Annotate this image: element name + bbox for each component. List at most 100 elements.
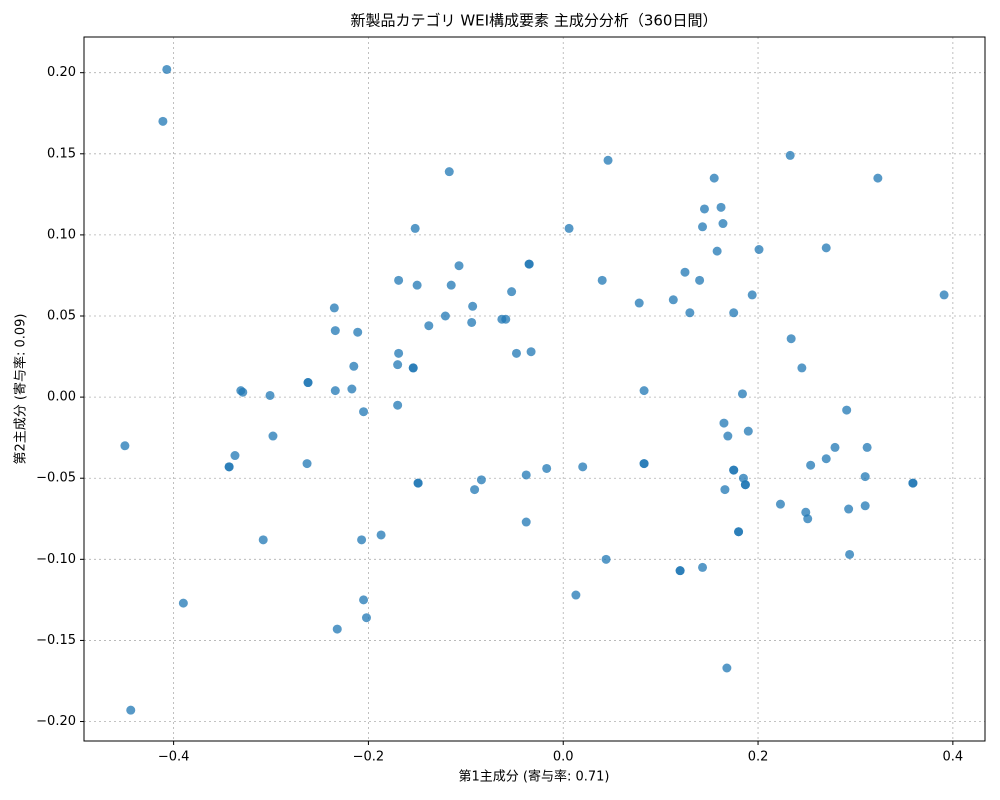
x-tick-label: −0.4 bbox=[158, 750, 190, 765]
point bbox=[740, 480, 750, 490]
point bbox=[797, 363, 807, 373]
point bbox=[376, 530, 386, 540]
point bbox=[413, 478, 423, 488]
y-tick-label: 0.00 bbox=[47, 390, 76, 405]
y-tick-label: −0.20 bbox=[36, 714, 76, 729]
point bbox=[723, 431, 733, 441]
point bbox=[729, 465, 739, 475]
y-tick-label: −0.10 bbox=[36, 552, 76, 567]
point bbox=[719, 418, 729, 428]
point bbox=[524, 259, 534, 269]
point bbox=[720, 485, 730, 495]
point bbox=[526, 347, 536, 357]
x-tick-label: −0.2 bbox=[353, 750, 385, 765]
point bbox=[908, 478, 918, 488]
point bbox=[737, 389, 747, 399]
point bbox=[230, 451, 240, 461]
plot-frame bbox=[83, 36, 986, 742]
point bbox=[330, 326, 340, 336]
point bbox=[716, 202, 726, 212]
point bbox=[359, 407, 369, 417]
point bbox=[806, 460, 816, 470]
point bbox=[675, 566, 685, 576]
point bbox=[162, 64, 172, 74]
point bbox=[578, 462, 588, 472]
point bbox=[785, 150, 795, 160]
point bbox=[668, 295, 678, 305]
point bbox=[329, 303, 339, 313]
point bbox=[786, 334, 796, 344]
point bbox=[775, 499, 785, 509]
point bbox=[120, 441, 130, 451]
chart-title: 新製品カテゴリ WEI構成要素 主成分分析（360日間） bbox=[351, 12, 718, 30]
point bbox=[747, 290, 757, 300]
point bbox=[412, 280, 422, 290]
point bbox=[680, 267, 690, 277]
y-tick-label: 0.05 bbox=[47, 309, 76, 324]
point bbox=[353, 327, 363, 337]
point bbox=[268, 431, 278, 441]
point bbox=[862, 442, 872, 452]
point bbox=[571, 590, 581, 600]
point bbox=[424, 321, 434, 331]
point bbox=[712, 246, 722, 256]
point bbox=[873, 173, 883, 183]
point bbox=[603, 155, 613, 165]
point bbox=[265, 390, 275, 400]
point bbox=[639, 459, 649, 469]
point bbox=[860, 472, 870, 482]
point bbox=[158, 116, 168, 126]
point bbox=[639, 386, 649, 396]
point bbox=[803, 514, 813, 524]
point bbox=[410, 223, 420, 233]
point bbox=[393, 360, 403, 370]
point bbox=[126, 705, 136, 715]
x-tick-label: 0.4 bbox=[943, 750, 964, 765]
point bbox=[698, 562, 708, 572]
point bbox=[601, 554, 611, 564]
y-tick-label: 0.10 bbox=[47, 227, 76, 242]
y-tick-label: −0.05 bbox=[36, 471, 76, 486]
point bbox=[467, 317, 477, 327]
x-axis-label: 第1主成分 (寄与率: 0.71) bbox=[458, 769, 609, 785]
y-tick-label: 0.15 bbox=[47, 146, 76, 161]
point bbox=[444, 167, 454, 177]
point bbox=[303, 378, 313, 388]
point bbox=[821, 454, 831, 464]
y-tick-label: −0.15 bbox=[36, 633, 76, 648]
point bbox=[393, 400, 403, 410]
point bbox=[743, 426, 753, 436]
point bbox=[860, 501, 870, 511]
point bbox=[394, 348, 404, 358]
point bbox=[238, 387, 248, 397]
point bbox=[470, 485, 480, 495]
point bbox=[521, 517, 531, 527]
point bbox=[357, 535, 367, 545]
point bbox=[468, 301, 478, 311]
point bbox=[507, 287, 517, 297]
point bbox=[718, 219, 728, 229]
point bbox=[408, 363, 418, 373]
point bbox=[302, 459, 312, 469]
point bbox=[224, 462, 234, 472]
y-tick-label: 0.20 bbox=[47, 65, 76, 80]
point bbox=[709, 173, 719, 183]
point bbox=[332, 624, 342, 634]
point bbox=[845, 549, 855, 559]
point bbox=[501, 314, 511, 324]
point bbox=[361, 613, 371, 623]
x-tick-label: 0.2 bbox=[748, 750, 769, 765]
point bbox=[695, 275, 705, 285]
point bbox=[359, 595, 369, 605]
point bbox=[446, 280, 456, 290]
point bbox=[564, 223, 574, 233]
point bbox=[542, 463, 552, 473]
point bbox=[842, 405, 852, 415]
point bbox=[844, 504, 854, 514]
point bbox=[476, 475, 486, 485]
point bbox=[521, 470, 531, 480]
x-tick-label: 0.0 bbox=[553, 750, 574, 765]
point bbox=[685, 308, 695, 318]
point bbox=[597, 275, 607, 285]
